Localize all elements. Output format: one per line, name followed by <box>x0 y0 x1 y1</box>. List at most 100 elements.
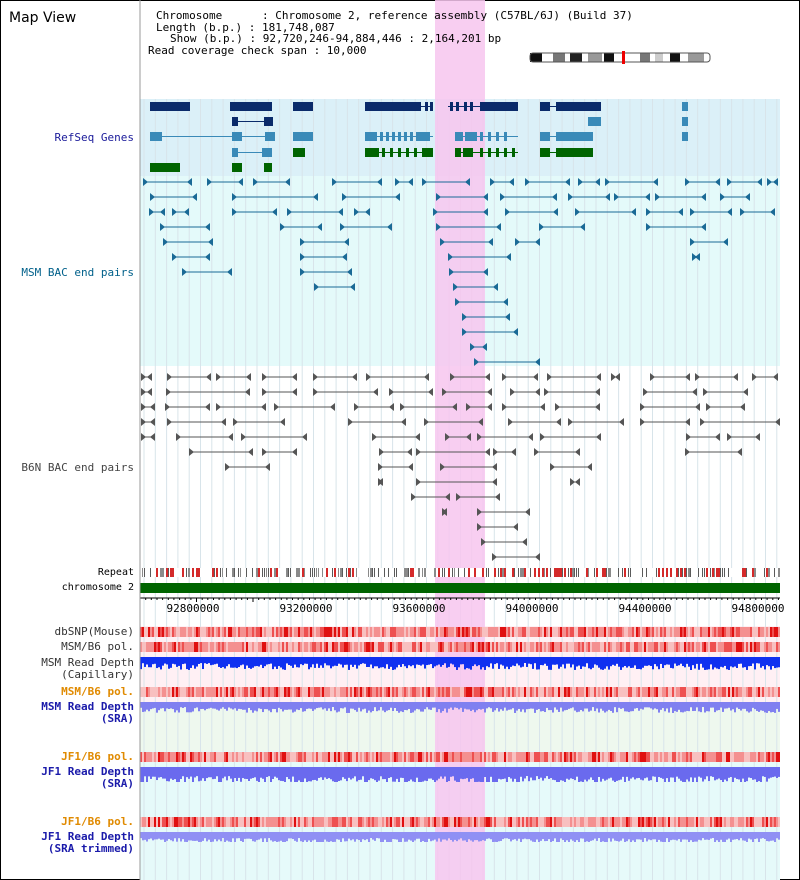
msm-pol-strip <box>376 642 378 652</box>
jf1-depth-bar <box>408 767 410 782</box>
gene-exon <box>682 102 688 111</box>
msm-depth-sra-bar <box>270 702 272 713</box>
jf1-depth-trimmed-bar <box>468 832 470 840</box>
msm-pol-strip <box>270 642 272 652</box>
jf1-depth-bar <box>310 767 312 782</box>
bac-end-marker <box>502 373 507 381</box>
msm-depth-capillary-bar <box>360 657 362 665</box>
jf1-pol-strip <box>520 752 522 762</box>
msm-depth-capillary-bar <box>606 657 608 667</box>
bac-end-marker <box>695 403 700 411</box>
jf1-pol-trimmed-strip <box>234 817 236 827</box>
msm-pol-strip <box>738 642 740 652</box>
jf1-pol-trimmed-strip <box>694 817 696 827</box>
dbsnp-strip <box>646 627 648 637</box>
jf1-pol-strip <box>172 752 174 762</box>
jf1-depth-trimmed-bar <box>326 832 328 842</box>
msm-depth-capillary-bar <box>322 657 324 668</box>
repeat-element <box>754 568 756 577</box>
msm-pol-sra-strip <box>380 687 382 697</box>
jf1-pol-trimmed-strip <box>668 817 670 827</box>
msm-depth-sra-bar <box>738 702 740 710</box>
dbsnp-strip <box>290 627 292 637</box>
msm-depth-sra-bar <box>704 702 706 713</box>
msm-depth-sra-bar <box>608 702 610 710</box>
msm-depth-capillary-bar <box>614 657 616 666</box>
repeat-element <box>388 568 389 577</box>
dbsnp-strip <box>358 627 360 637</box>
dbsnp-strip <box>522 627 524 637</box>
jf1-pol-trimmed-strip <box>590 817 592 827</box>
jf1-pol-strip <box>664 752 666 762</box>
jf1-pol-strip <box>552 752 554 762</box>
msm-depth-sra-bar <box>696 702 698 708</box>
gene-exon <box>455 132 463 141</box>
bac-end-marker <box>481 538 486 546</box>
jf1-depth-trimmed-bar <box>396 832 398 840</box>
jf1-depth-bar <box>278 767 280 781</box>
jf1-depth-bar <box>304 767 306 779</box>
msm-depth-capillary-bar <box>552 657 554 665</box>
axis-tick-label: 94800000 <box>732 602 785 615</box>
msm-depth-capillary-bar <box>708 657 710 670</box>
msm-depth-sra-bar <box>626 702 628 712</box>
b6n-bac-label[interactable]: B6N BAC end pairs <box>21 461 134 474</box>
gene-exon <box>264 117 273 126</box>
msm-pol-sra-strip <box>638 687 640 697</box>
jf1-pol-trimmed-strip <box>280 817 282 827</box>
jf1-pol-strip <box>198 752 200 762</box>
jf1-pol-trimmed-strip <box>290 817 292 827</box>
jf1-pol-strip <box>192 752 194 762</box>
jf1-depth-bar <box>560 767 562 781</box>
msm-depth-capillary-bar <box>336 657 338 666</box>
jf1-depth-bar <box>762 767 764 777</box>
msm-pol-sra-strip <box>626 687 628 697</box>
msm-depth-sra-bar <box>324 702 326 709</box>
msm-pol-strip <box>690 642 692 652</box>
repeat-element <box>544 568 545 577</box>
msm-pol-sra-strip <box>144 687 146 697</box>
dbsnp-strip <box>470 627 472 637</box>
jf1-pol-strip <box>296 752 298 762</box>
bac-end-marker <box>172 208 177 216</box>
msm-depth-sra-bar <box>146 702 148 710</box>
msm-depth-capillary-bar <box>210 657 212 666</box>
dbsnp-strip <box>458 627 460 637</box>
jf1-pol-trimmed-strip <box>210 817 212 827</box>
msm-depth-capillary-bar <box>588 657 590 669</box>
dbsnp-strip <box>706 627 708 637</box>
jf1-pol-trimmed-strip <box>432 817 434 827</box>
bac-end-marker <box>317 223 322 231</box>
jf1-depth-bar <box>478 767 480 782</box>
msm-bac-label[interactable]: MSM BAC end pairs <box>21 266 134 279</box>
msm-pol-sra-strip <box>268 687 270 697</box>
jf1-pol-strip <box>430 752 432 762</box>
bac-end-marker <box>422 178 427 186</box>
msm-pol-sra-strip <box>504 687 506 697</box>
bac-end-marker <box>261 403 266 411</box>
jf1-depth-bar <box>382 767 384 780</box>
msm-depth-sra-bar <box>398 702 400 713</box>
jf1-pol-trimmed-strip <box>372 817 374 827</box>
msm-pol-sra-strip <box>756 687 758 697</box>
msm-depth-sra-bar <box>420 702 422 712</box>
msm-depth-capillary-bar <box>262 657 264 669</box>
msm-depth-sra-bar <box>150 702 152 710</box>
jf1-pol-trimmed-strip <box>686 817 688 827</box>
msm-pol-sra-strip <box>508 687 510 697</box>
msm-depth-sra-bar <box>588 702 590 712</box>
msm-pol-strip <box>162 642 164 652</box>
jf1-depth-bar <box>650 767 652 781</box>
jf1-depth-bar <box>366 767 368 782</box>
jf1-pol-trimmed-strip <box>250 817 252 827</box>
dbsnp-strip <box>454 627 456 637</box>
jf1-pol-strip <box>610 752 612 762</box>
jf1-depth-trimmed-bar <box>350 832 352 841</box>
jf1-depth-trimmed-bar <box>470 832 472 841</box>
jf1-pol-strip <box>596 752 598 762</box>
refseq-genes-label[interactable]: RefSeq Genes <box>54 131 134 144</box>
ideogram-band <box>604 53 614 62</box>
dbsnp-strip <box>714 627 716 637</box>
bac-end-marker <box>737 448 742 456</box>
